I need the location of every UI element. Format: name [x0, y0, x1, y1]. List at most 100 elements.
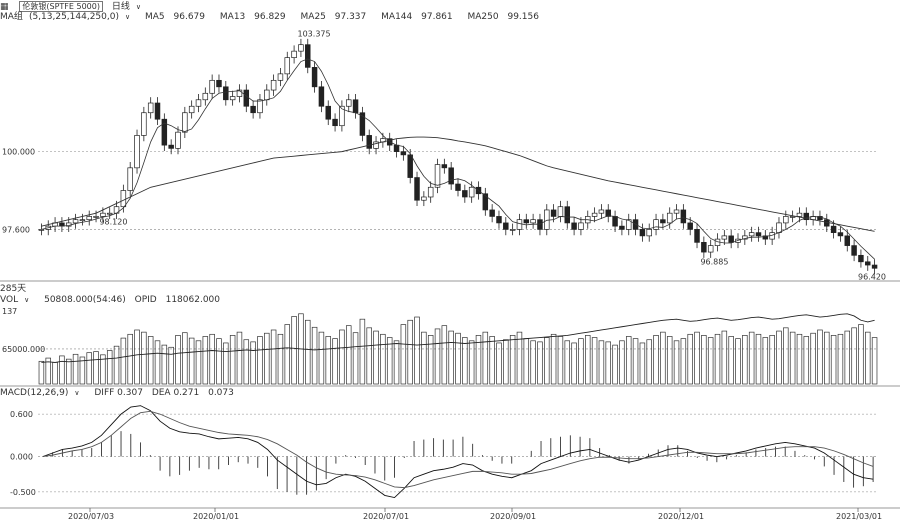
- macd-selector[interactable]: MACD(12,26,9) ∨: [0, 388, 80, 398]
- price-tick-label: 97.600: [2, 225, 30, 234]
- ma-header: MA组 (5,13,25,144,250,0) ∨ MA5 96.679 MA13 …: [0, 10, 551, 24]
- volume-bar: [134, 329, 140, 385]
- volume-bar: [824, 331, 830, 385]
- volume-bar: [714, 333, 721, 385]
- volume-bar: [65, 358, 72, 385]
- macd-header: MACD(12,26,9) ∨ DIFF 0.307 DEA 0.271 0.07…: [0, 386, 240, 400]
- candle: [434, 164, 441, 188]
- candle: [209, 79, 215, 94]
- period-label: 日线: [111, 2, 130, 12]
- volume-bar: [141, 331, 147, 385]
- days-label: 285天: [0, 284, 27, 294]
- volume-bar: [168, 346, 174, 385]
- dea-line: [42, 410, 874, 489]
- volume-bar: [837, 333, 844, 385]
- volume-bar: [154, 340, 161, 385]
- chevron-down-icon: ∨: [124, 13, 131, 21]
- price-annotation: 96.885: [700, 258, 728, 267]
- candle: [830, 225, 837, 233]
- ma5-line: [41, 58, 875, 260]
- volume-bar: [448, 330, 454, 385]
- candle: [229, 96, 236, 101]
- candle: [680, 209, 687, 224]
- candle: [591, 212, 598, 217]
- volume-bar: [59, 355, 65, 385]
- macd-tick-label: 0.600: [10, 410, 33, 419]
- candle: [305, 44, 311, 68]
- volume-bar: [250, 341, 256, 385]
- volume-bar: [106, 350, 113, 385]
- volume-bar: [188, 337, 195, 385]
- volume-bar: [830, 335, 837, 385]
- candle: [264, 89, 270, 101]
- ma-label: MA组: [0, 12, 23, 22]
- candle: [496, 216, 502, 224]
- volume-bar: [373, 330, 379, 385]
- candle: [796, 212, 803, 217]
- candle: [544, 209, 550, 230]
- price-annotation: 103.375: [298, 29, 331, 38]
- volume-bar: [776, 330, 782, 385]
- macd-dea: DEA 0.271: [151, 388, 200, 398]
- candle: [93, 216, 99, 218]
- volume-bar: [619, 340, 625, 385]
- candle: [728, 235, 734, 243]
- period-selector[interactable]: 日线 ∨: [112, 2, 147, 12]
- volume-bar: [585, 335, 591, 385]
- volume-bar: [865, 331, 871, 385]
- volume-bar: [345, 325, 352, 385]
- candle: [352, 99, 359, 114]
- candle: [345, 99, 352, 107]
- candle: [291, 50, 297, 58]
- volume-bar: [598, 340, 605, 385]
- candle: [468, 186, 475, 198]
- volume-bar: [216, 338, 222, 385]
- volume-top-tick: 137: [2, 307, 17, 316]
- candle: [38, 229, 45, 231]
- volume-bar: [209, 333, 215, 385]
- ma25-value: MA25 97.337: [300, 12, 367, 22]
- candle: [646, 229, 652, 237]
- candle: [298, 44, 304, 52]
- candle: [161, 118, 168, 146]
- candle: [223, 86, 229, 101]
- candle: [79, 219, 86, 222]
- opid-line: [41, 313, 875, 363]
- candle: [311, 67, 318, 88]
- candle: [86, 216, 92, 221]
- vol-selector[interactable]: VOL ∨: [0, 295, 30, 305]
- volume-bar: [694, 331, 700, 385]
- volume-bar: [120, 337, 127, 385]
- x-tick-label: 2021/03/01: [836, 512, 882, 521]
- volume-bar: [687, 333, 693, 385]
- volume-bar: [434, 328, 441, 385]
- volume-bar: [769, 335, 775, 385]
- candle: [619, 225, 625, 230]
- chevron-down-icon: ∨: [24, 296, 30, 304]
- volume-bar: [707, 337, 714, 385]
- volume-bar: [332, 338, 338, 385]
- candle: [250, 105, 256, 114]
- ma-selector[interactable]: MA组 (5,13,25,144,250,0) ∨: [0, 12, 136, 22]
- volume-bar: [728, 336, 734, 385]
- volume-bar: [45, 357, 51, 385]
- candle: [564, 206, 571, 224]
- candle: [366, 135, 372, 149]
- candle: [660, 219, 666, 224]
- volume-bar: [325, 336, 331, 385]
- candle: [427, 186, 434, 198]
- instrument-selector[interactable]: 伦敦银(SPTFE 5000): [19, 1, 103, 12]
- candle: [318, 86, 325, 107]
- candle: [707, 245, 714, 253]
- volume-bar: [653, 335, 659, 385]
- candle: [448, 167, 454, 185]
- volume-bar: [817, 329, 823, 385]
- volume-bar: [475, 335, 482, 385]
- volume-bar: [229, 335, 236, 385]
- candle: [414, 177, 420, 201]
- candle: [571, 222, 577, 230]
- volume-bar: [113, 345, 120, 385]
- candle: [837, 232, 844, 237]
- volume-days: 285天: [0, 282, 32, 296]
